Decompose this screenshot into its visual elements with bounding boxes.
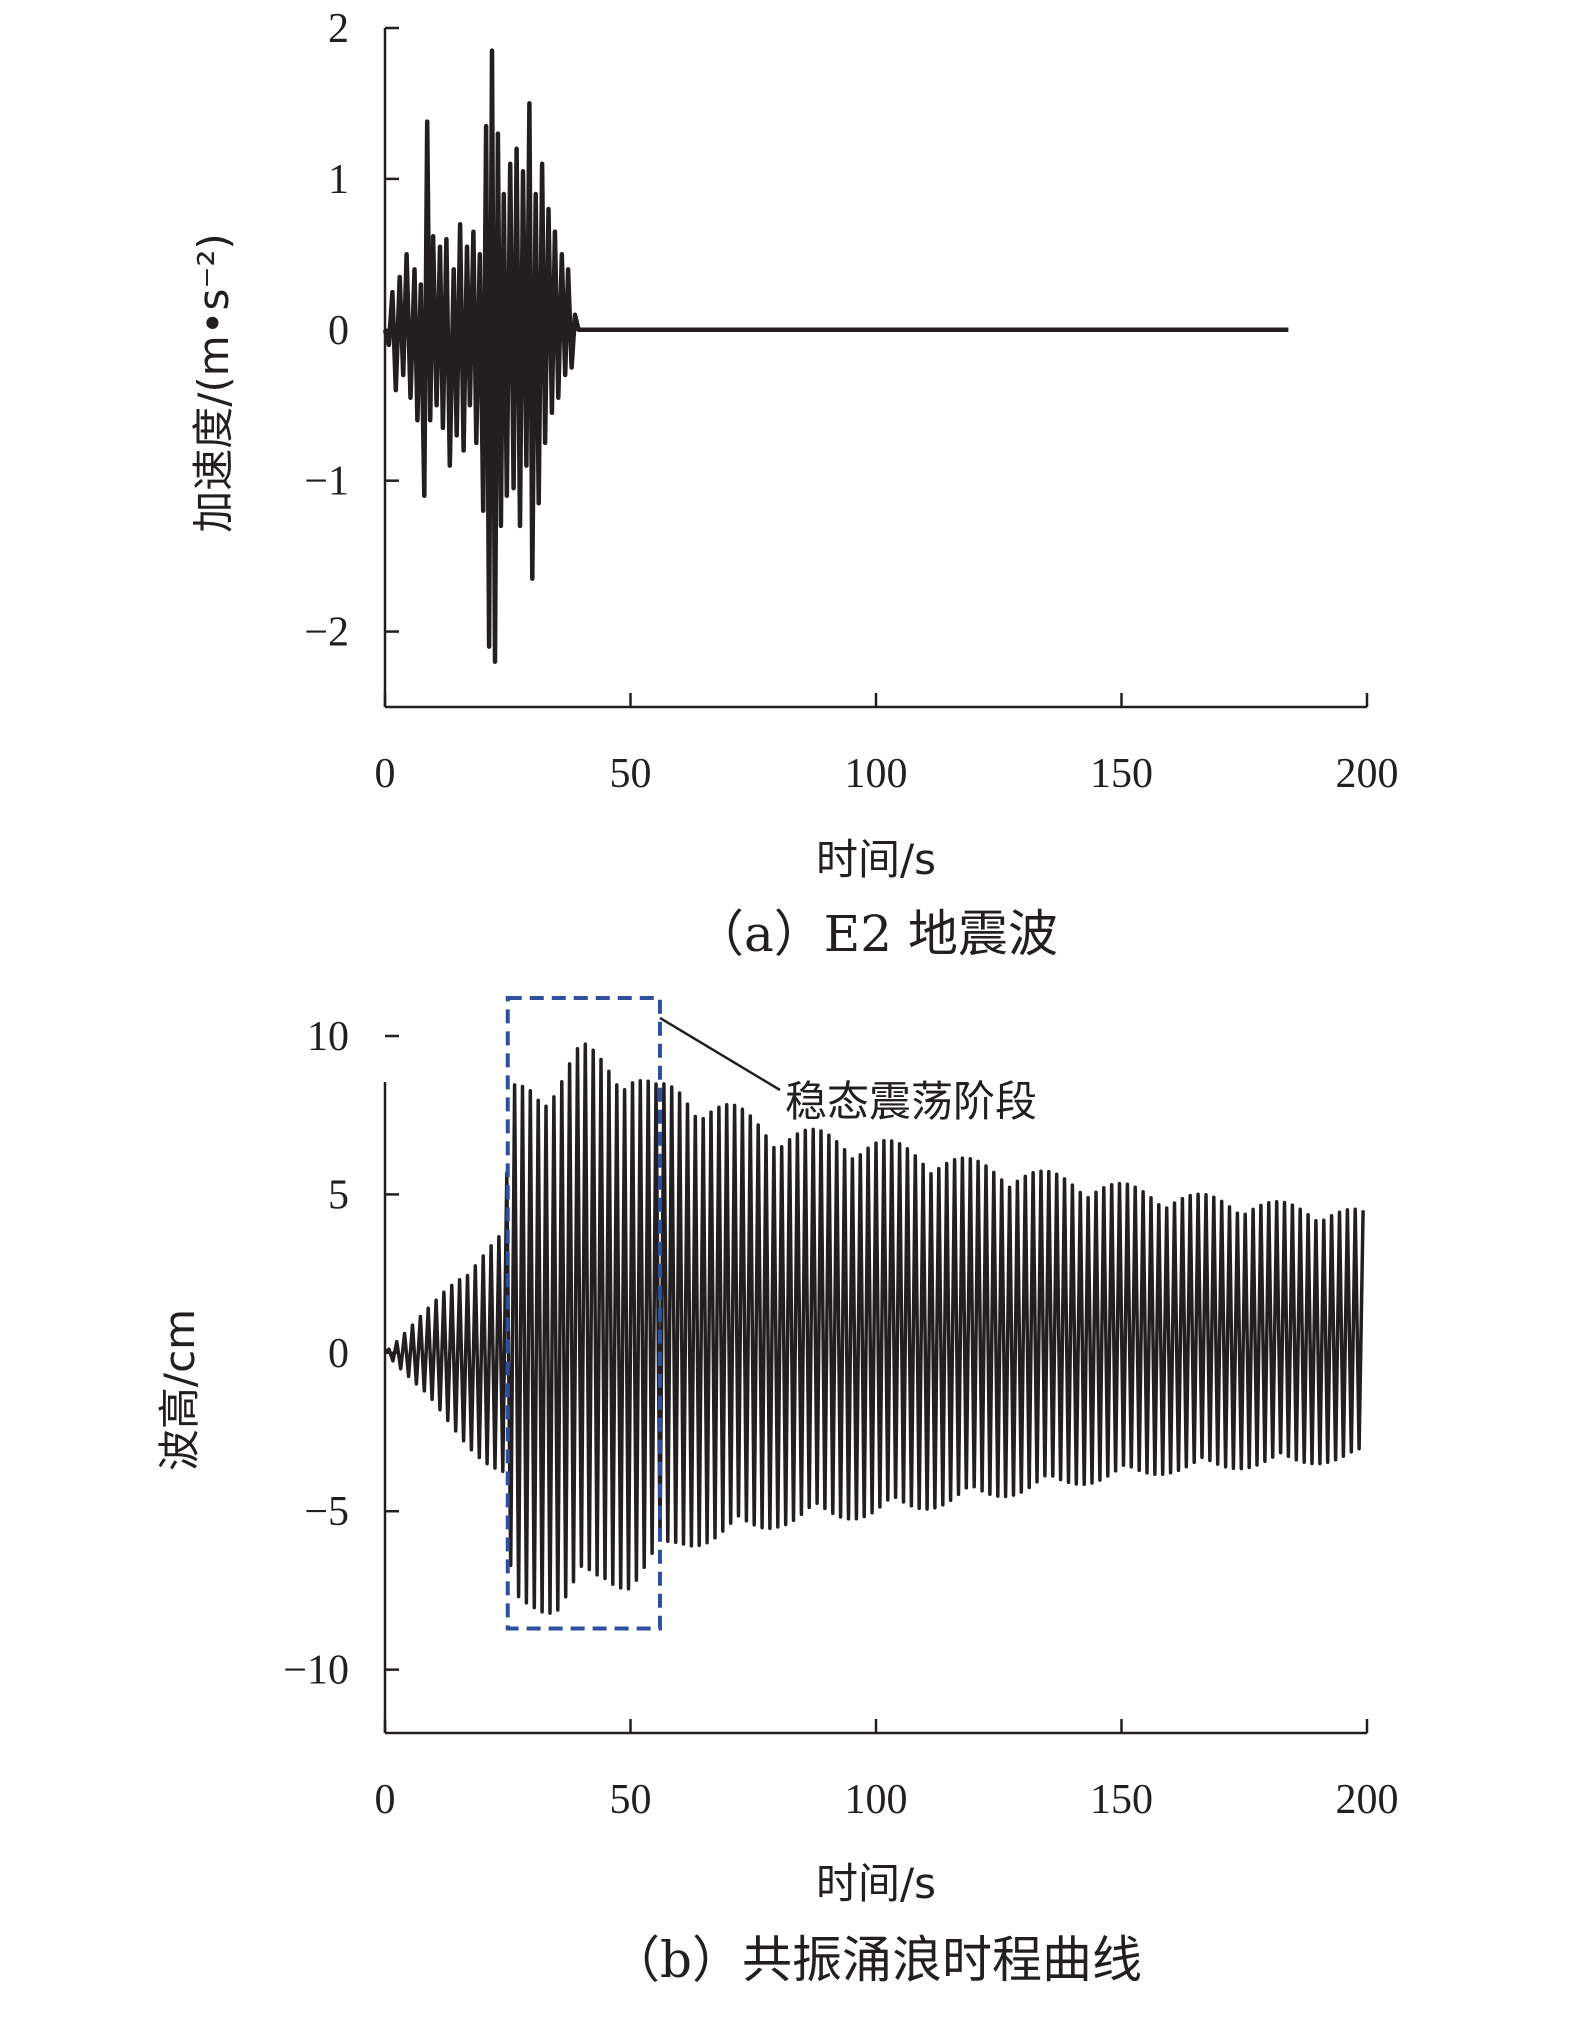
chart-a-series-line xyxy=(382,48,1289,664)
chart-b-y-axis-title: 波高/cm xyxy=(155,1309,204,1471)
chart-a-caption: （a）E2 地震波 xyxy=(694,905,1058,963)
chart-a-y-tick-label: 2 xyxy=(328,6,349,52)
chart-a-y-ticks: 2 1 0 −1 −2 xyxy=(304,6,399,656)
chart-a-x-tick-label: 100 xyxy=(845,751,908,797)
chart-b-y-tick-label: 5 xyxy=(328,1172,349,1218)
chart-b-x-tick-label: 0 xyxy=(375,1777,396,1823)
chart-a-x-tick-label: 50 xyxy=(610,751,652,797)
chart-a-y-tick-label: 1 xyxy=(328,157,349,203)
chart-a-x-tick-label: 150 xyxy=(1090,751,1153,797)
chart-b-y-tick-label: −5 xyxy=(304,1489,349,1535)
chart-b-series-line xyxy=(383,1042,1365,1615)
chart-a: 2 1 0 −1 −2 0 50 100 150 200 加速度/(m•s⁻²) 时间/s （a… xyxy=(189,6,1399,963)
chart-b-y-tick-label: 0 xyxy=(328,1331,349,1377)
chart-a-x-tick-label: 200 xyxy=(1336,751,1399,797)
chart-a-x-ticks: 0 50 100 150 200 xyxy=(375,693,1399,797)
chart-b-x-ticks: 0 50 100 150 200 xyxy=(375,1719,1399,1823)
chart-b-x-tick-label: 150 xyxy=(1090,1777,1153,1823)
chart-a-x-axis-title: 时间/s xyxy=(816,835,936,884)
chart-b-y-tick-label: 10 xyxy=(307,1014,349,1060)
chart-a-y-tick-label: 0 xyxy=(328,308,349,354)
chart-b-x-tick-label: 50 xyxy=(610,1777,652,1823)
chart-b-x-tick-label: 200 xyxy=(1336,1777,1399,1823)
chart-a-y-tick-label: −2 xyxy=(304,610,349,656)
chart-a-x-tick-label: 0 xyxy=(375,751,396,797)
chart-a-y-axis-title: 加速度/(m•s⁻²) xyxy=(189,233,238,533)
chart-b-x-tick-label: 100 xyxy=(845,1777,908,1823)
chart-b-y-ticks: 10 5 0 −5 −10 xyxy=(283,1014,399,1694)
chart-a-y-tick-label: −1 xyxy=(304,459,349,505)
annotation-leader-line xyxy=(659,1016,781,1092)
chart-b-y-tick-label: −10 xyxy=(283,1648,349,1694)
chart-b-caption: （b）共振涌浪时程曲线 xyxy=(610,1931,1142,1989)
steady-oscillation-box xyxy=(505,995,662,1631)
chart-b-x-axis-title: 时间/s xyxy=(816,1859,936,1908)
annotation-label: 稳态震荡阶段 xyxy=(785,1077,1037,1126)
